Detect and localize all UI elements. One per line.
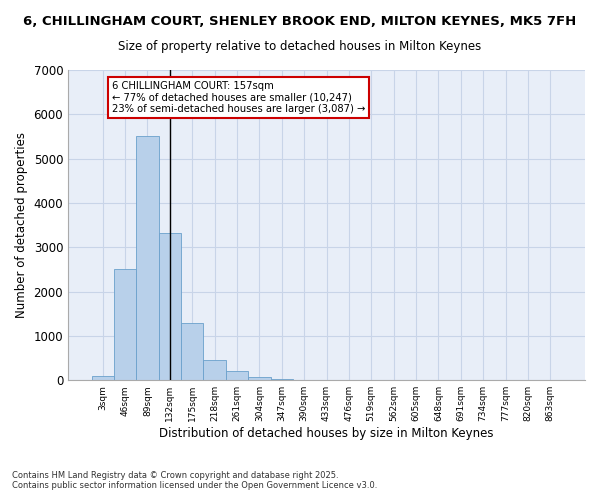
Bar bbox=[226, 371, 248, 380]
Bar bbox=[271, 379, 293, 380]
Text: Contains HM Land Registry data © Crown copyright and database right 2025.
Contai: Contains HM Land Registry data © Crown c… bbox=[12, 470, 377, 490]
Bar bbox=[114, 270, 136, 380]
Text: Size of property relative to detached houses in Milton Keynes: Size of property relative to detached ho… bbox=[118, 40, 482, 53]
Bar bbox=[248, 376, 271, 380]
Bar bbox=[92, 376, 114, 380]
Bar bbox=[181, 322, 203, 380]
Bar bbox=[158, 232, 181, 380]
Bar bbox=[203, 360, 226, 380]
Y-axis label: Number of detached properties: Number of detached properties bbox=[15, 132, 28, 318]
Bar bbox=[136, 136, 158, 380]
Text: 6, CHILLINGHAM COURT, SHENLEY BROOK END, MILTON KEYNES, MK5 7FH: 6, CHILLINGHAM COURT, SHENLEY BROOK END,… bbox=[23, 15, 577, 28]
X-axis label: Distribution of detached houses by size in Milton Keynes: Distribution of detached houses by size … bbox=[159, 427, 494, 440]
Text: 6 CHILLINGHAM COURT: 157sqm
← 77% of detached houses are smaller (10,247)
23% of: 6 CHILLINGHAM COURT: 157sqm ← 77% of det… bbox=[112, 81, 365, 114]
